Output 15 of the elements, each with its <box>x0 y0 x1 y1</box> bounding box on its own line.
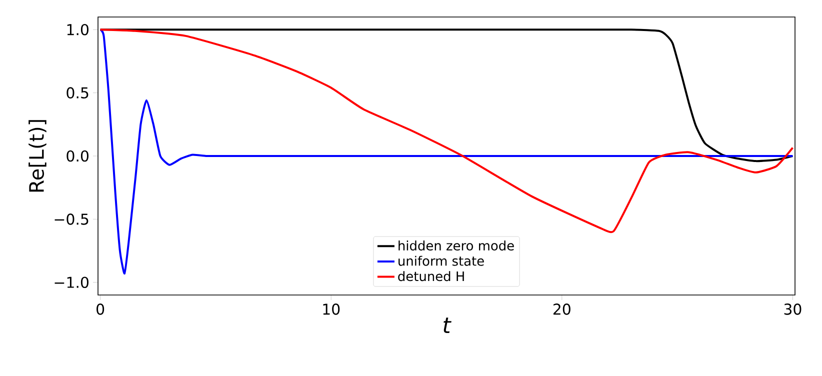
x-tick-label: 10 <box>323 304 340 315</box>
y-tick-label: −1.0 <box>54 276 88 288</box>
x-tick-label: 30 <box>784 304 802 315</box>
y-axis-title: Re[L(t)] <box>28 120 46 192</box>
legend-label: uniform state <box>398 256 484 266</box>
y-tick-label: 1.0 <box>67 24 88 36</box>
legend-label: hidden zero mode <box>398 240 514 251</box>
line-series <box>99 28 794 232</box>
x-axis-title: t <box>444 318 452 334</box>
y-tick-label: 0.0 <box>66 150 88 162</box>
x-tick-label: 0 <box>96 304 104 315</box>
x-tick-label: 20 <box>553 304 570 315</box>
y-tick-label: −0.5 <box>54 214 88 225</box>
y-tick-label: 0.5 <box>66 87 88 98</box>
legend-label: detuned H <box>398 271 464 282</box>
